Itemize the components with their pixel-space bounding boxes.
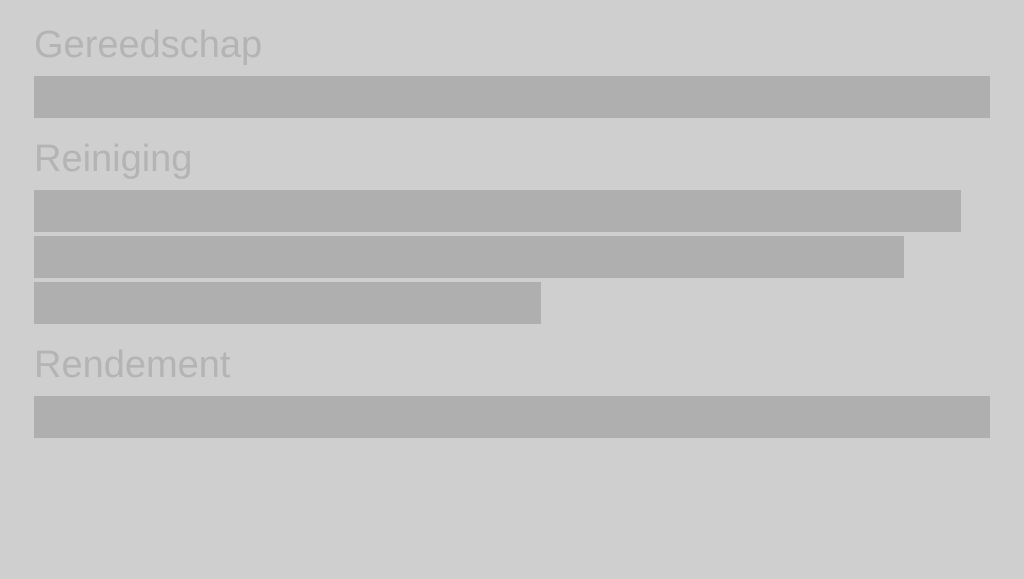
section-spacer: [34, 118, 990, 140]
bars-reiniging: [34, 190, 990, 324]
section-title-reiniging: Reiniging: [34, 140, 990, 180]
section-rendement: Rendement: [34, 346, 990, 438]
bars-gereedschap: [34, 76, 990, 118]
section-reiniging: Reiniging: [34, 140, 990, 324]
section-title-rendement: Rendement: [34, 346, 990, 386]
section-gereedschap: Gereedschap: [34, 26, 990, 118]
bar-reiniging-0: [34, 190, 961, 232]
section-title-gereedschap: Gereedschap: [34, 26, 990, 66]
bar-reiniging-1: [34, 236, 904, 278]
bar-rendement-0: [34, 396, 990, 438]
bar-gereedschap-0: [34, 76, 990, 118]
bar-reiniging-2: [34, 282, 541, 324]
section-spacer: [34, 324, 990, 346]
bars-rendement: [34, 396, 990, 438]
chart-panel: Gereedschap Reiniging Rendement: [0, 0, 1024, 579]
